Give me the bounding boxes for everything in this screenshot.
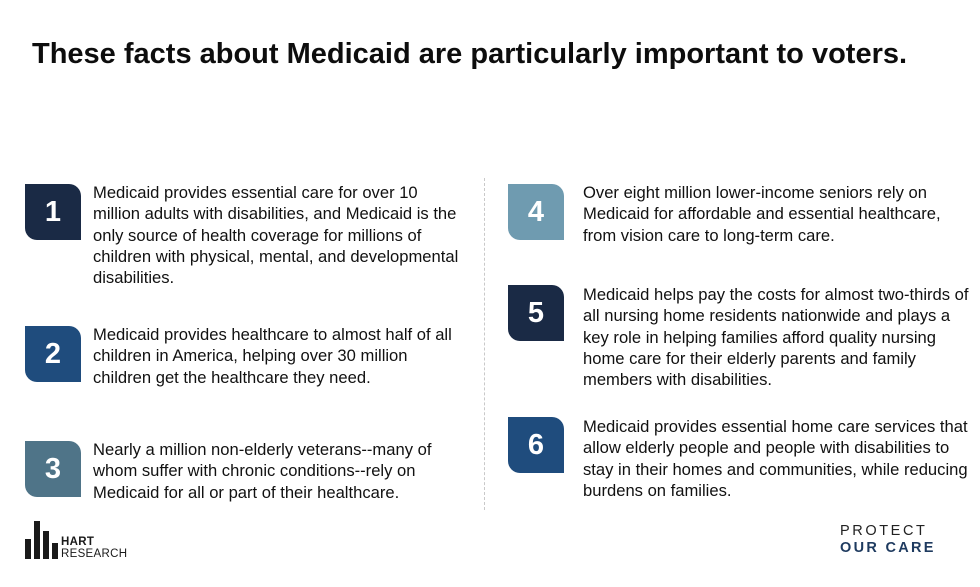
number-badge: 1 (25, 184, 81, 240)
protect-our-care-logo: PROTECT OUR CARE (840, 523, 936, 557)
poc-logo-line1: PROTECT (840, 523, 928, 539)
number-badge: 5 (508, 285, 564, 341)
fact-text: Medicaid provides essential care for ove… (93, 183, 459, 288)
fact-text: Over eight million lower-income seniors … (583, 183, 941, 245)
number-badge: 3 (25, 441, 81, 497)
fact-text: Medicaid provides essential home care se… (583, 417, 968, 500)
fact-text: Medicaid provides healthcare to almost h… (93, 325, 452, 387)
column-divider (484, 178, 485, 510)
hart-logo-line2: RESEARCH (61, 547, 128, 560)
fact-text: Medicaid helps pay the costs for almost … (583, 285, 969, 390)
number-badge: 2 (25, 326, 81, 382)
fact-text: Nearly a million non-elderly veterans--m… (93, 440, 432, 502)
page-title: These facts about Medicaid are particula… (32, 38, 908, 70)
hart-logo-line1: HART (61, 536, 95, 548)
hart-research-logo: HART RESEARCH (25, 521, 135, 561)
hart-bars-icon (25, 521, 58, 559)
number-badge: 6 (508, 417, 564, 473)
number-badge: 4 (508, 184, 564, 240)
poc-logo-line2: OUR CARE (840, 540, 936, 556)
